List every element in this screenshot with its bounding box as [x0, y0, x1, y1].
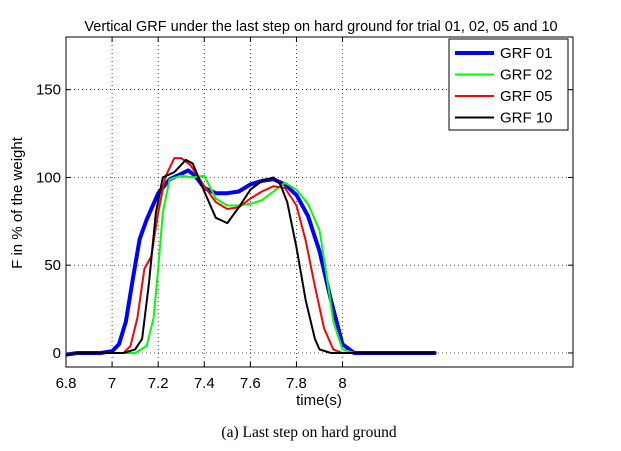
y-tick-label: 50: [44, 257, 61, 274]
legend-label-grf-05: GRF 05: [500, 88, 553, 105]
chart-title: Vertical GRF under the last step on hard…: [84, 19, 557, 35]
x-tick-label: 7.6: [240, 375, 261, 392]
x-tick-label: 7.8: [286, 375, 307, 392]
x-tick-label: 6.8: [56, 375, 77, 392]
x-tick-label: 7.4: [194, 375, 215, 392]
y-tick-label: 150: [36, 82, 61, 99]
y-tick-label: 0: [53, 345, 61, 362]
x-tick-label: 8: [338, 375, 346, 392]
legend-label-grf-02: GRF 02: [500, 67, 553, 84]
series-lines: [66, 157, 437, 357]
x-axis-label: time(s): [296, 392, 342, 409]
x-tick-label: 7.2: [148, 375, 169, 392]
figure-caption: (a) Last step on hard ground: [221, 424, 396, 441]
axis-ticks: 6.8 7 7.2 7.4 7.6 7.8 8 0 50 100 150: [36, 37, 573, 392]
y-axis-label: F in % of the weight: [9, 136, 26, 269]
y-tick-label: 100: [36, 169, 61, 186]
legend-label-grf-10: GRF 10: [500, 110, 553, 127]
legend: GRF 01 GRF 02 GRF 05 GRF 10: [448, 38, 569, 131]
x-tick-label: 7: [108, 375, 116, 392]
plot-frame: [65, 36, 574, 368]
series-line-grf-10: [66, 158, 436, 356]
legend-label-grf-01: GRF 01: [500, 45, 553, 62]
